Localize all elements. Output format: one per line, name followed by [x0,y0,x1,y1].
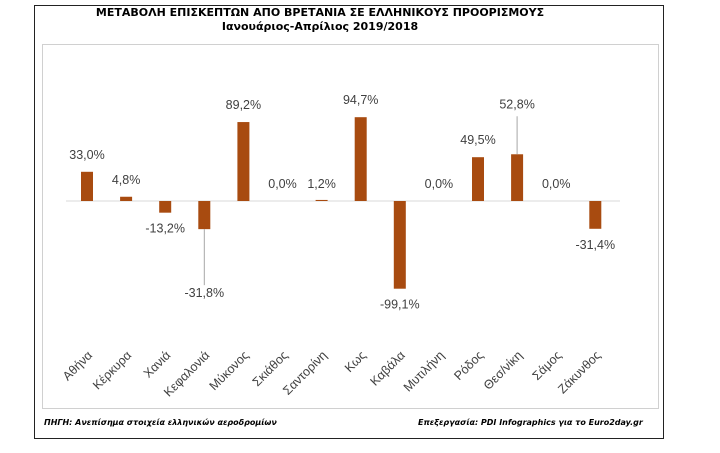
data-label-3: -31,8% [184,286,224,300]
chart-subtitle: Ιανουάριος-Απρίλιος 2019/2018 [221,20,419,33]
bar-8 [393,201,406,289]
bar-4 [237,122,250,201]
source-note: ΠΗΓΗ: Ανεπίσημα στοιχεία ελληνικών αεροδ… [44,418,277,427]
category-label-9: Μυτιλήνη [401,348,447,394]
data-label-9: 0,0% [425,177,454,191]
chart-frame [34,5,664,439]
category-label-4: Μύκονος [207,348,252,393]
category-label-11: Θεσ/νίκη [481,348,525,392]
category-label-0: Αθήνα [60,348,95,383]
data-label-13: -31,4% [575,238,615,252]
bar-3 [198,201,211,230]
data-label-5: 0,0% [268,177,297,191]
chart-title: ΜΕΤΑΒΟΛΗ ΕΠΙΣΚΕΠΤΩΝ ΑΠΟ ΒΡΕΤΑΝΙΑ ΣΕ ΕΛΛΗ… [95,6,545,19]
data-label-12: 0,0% [542,177,571,191]
data-label-7: 94,7% [343,93,378,107]
data-label-0: 33,0% [69,148,104,162]
bar-7 [354,117,367,201]
data-label-10: 49,5% [460,133,495,147]
bar-13 [589,201,602,229]
bar-2 [159,201,172,213]
data-label-8: -99,1% [380,298,420,312]
category-label-12: Σάμος [530,348,565,383]
bar-11 [511,154,524,201]
bar-10 [472,157,484,201]
category-label-13: Ζάκυνθος [555,348,603,396]
category-label-1: Κέρκυρα [90,348,134,392]
bar-0 [81,171,93,201]
plot-area-border [42,44,659,409]
category-label-10: Ρόδος [451,348,486,383]
category-label-2: Χανιά [141,348,173,380]
credit-note: Επεξεργασία: PDI Infographics για το Eur… [418,418,643,427]
bar-6 [315,199,328,201]
data-label-2: -13,2% [145,222,185,236]
data-label-4: 89,2% [226,98,261,112]
category-label-7: Κως [342,348,369,375]
data-label-1: 4,8% [112,173,141,187]
data-label-6: 1,2% [307,177,336,191]
data-label-11: 52,8% [499,97,534,111]
bar-1 [120,196,133,201]
